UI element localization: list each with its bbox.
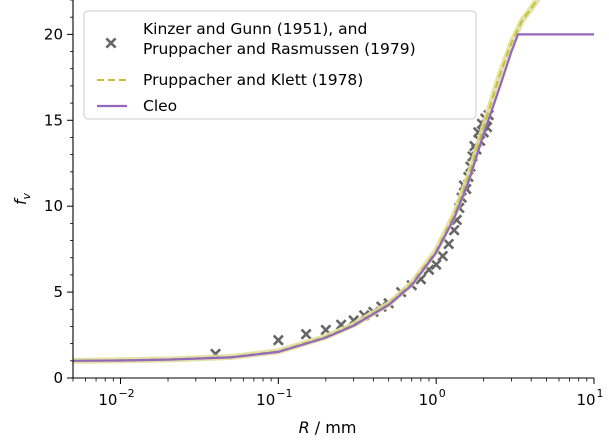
scatter-point xyxy=(300,328,312,340)
y-tick-label: 15 xyxy=(44,111,63,129)
scatter-point xyxy=(443,238,455,250)
scatter-point xyxy=(437,250,449,262)
y-tick-label: 20 xyxy=(44,25,63,43)
y-tick-label: 5 xyxy=(53,283,63,301)
x-axis-label: R / mm xyxy=(299,418,357,437)
y-axis-label: fv xyxy=(11,192,33,205)
legend-label-0-line: Pruppacher and Rasmussen (1979) xyxy=(143,40,416,58)
x-tick-label: 10−2 xyxy=(98,387,134,409)
scatter-point xyxy=(430,259,442,271)
legend-label-1: Pruppacher and Klett (1978) xyxy=(143,71,363,89)
legend-label-0-line: Kinzer and Gunn (1951), and xyxy=(143,20,367,38)
plot-area xyxy=(73,0,594,364)
x-tick-label: 100 xyxy=(419,387,446,409)
y-tick-label: 10 xyxy=(44,197,63,215)
x-tick-label: 10−1 xyxy=(256,387,292,409)
y-tick-label: 0 xyxy=(53,369,63,387)
x-tick-label: 101 xyxy=(576,387,603,409)
legend-box xyxy=(83,10,477,120)
legend-label-2: Cleo xyxy=(143,97,177,115)
legend-marker-0 xyxy=(105,37,117,49)
series-line-2 xyxy=(73,33,594,362)
scatter-point xyxy=(272,334,284,346)
legend: Kinzer and Gunn (1951), and Pruppacher an… xyxy=(83,10,477,120)
